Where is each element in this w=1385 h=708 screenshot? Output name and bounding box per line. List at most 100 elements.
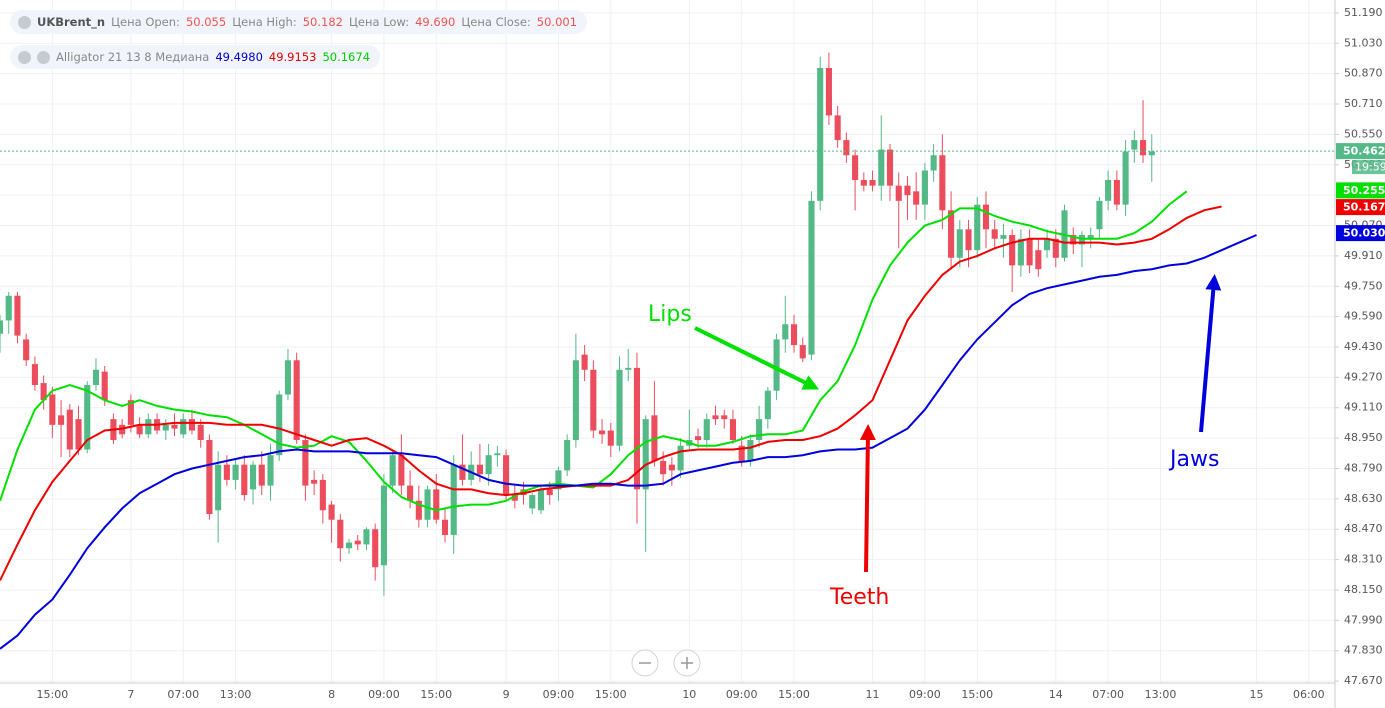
candle-body — [694, 436, 702, 441]
last-price-label-text: 50.462 — [1343, 145, 1385, 158]
candle-body — [965, 229, 972, 251]
candle-body — [1035, 250, 1042, 270]
candle-body — [380, 485, 387, 566]
candle-body — [817, 67, 824, 201]
candle-body — [1105, 179, 1112, 201]
value: 49.9153 — [268, 50, 317, 64]
candle-body — [503, 455, 510, 496]
candle-body — [869, 179, 876, 186]
candle-body — [84, 384, 91, 450]
candle-body — [136, 424, 143, 435]
y-tick-label: 47.990 — [1344, 613, 1383, 626]
value: 50.182 — [302, 15, 343, 29]
y-tick-label: 49.910 — [1344, 249, 1383, 262]
y-tick-label: 47.670 — [1344, 674, 1383, 687]
x-tick-label: 8 — [328, 688, 335, 701]
candle-body — [328, 504, 335, 520]
candle-body — [825, 67, 832, 116]
y-tick-label: 47.830 — [1344, 644, 1383, 657]
candle-body — [485, 455, 492, 475]
y-tick-label: 49.430 — [1344, 340, 1383, 353]
candle-body — [616, 369, 623, 446]
candle-body — [293, 360, 300, 441]
candle-body — [424, 489, 431, 520]
candle-body — [991, 229, 998, 239]
indicator-line — [0, 190, 1188, 512]
x-tick-label: 07:00 — [1092, 688, 1124, 701]
candle-body — [712, 415, 719, 420]
candle-body — [58, 415, 65, 425]
candle-body — [302, 440, 309, 486]
label: Цена Low: — [348, 15, 410, 29]
candle-body — [162, 424, 169, 431]
last-price-label — [1336, 143, 1385, 160]
candle-body — [363, 529, 370, 545]
candle-body — [476, 464, 483, 475]
candle-body — [284, 360, 291, 395]
candle-body — [145, 419, 152, 435]
value: 50.055 — [185, 15, 227, 29]
candle-body — [607, 430, 614, 446]
candle-body — [878, 149, 885, 186]
candle-body — [241, 464, 248, 496]
candle-body — [1052, 238, 1059, 258]
indicator-line — [0, 234, 1257, 650]
candle-body — [0, 320, 4, 334]
label: Цена High: — [232, 15, 297, 29]
candle-body — [319, 479, 326, 511]
candle-body — [1096, 200, 1103, 230]
arrow — [1199, 274, 1222, 433]
value: 49.4980 — [215, 50, 263, 64]
y-tick-label: 48.790 — [1344, 461, 1383, 474]
candle-body — [747, 440, 754, 461]
x-tick-label: 09:00 — [368, 688, 400, 701]
candle-body — [546, 489, 553, 496]
candle-body — [75, 419, 82, 450]
x-tick-label: 10 — [682, 688, 696, 701]
candle-body — [389, 455, 396, 486]
symbol-legend: UKBrent_n Цена Open: 50.055 Цена High: 50.… — [10, 10, 588, 34]
candle-body — [895, 185, 902, 201]
x-tick-label: 09:00 — [726, 688, 758, 701]
candle-body — [258, 464, 265, 486]
candle-body — [729, 419, 736, 441]
candle-body — [1070, 235, 1077, 245]
annotation: Teeth — [829, 585, 889, 610]
candle-body — [668, 464, 675, 471]
line-price-label-text: 50.030 — [1343, 227, 1385, 240]
candle-body — [450, 464, 457, 535]
candle-body — [127, 400, 134, 425]
x-tick-label: 15:00 — [595, 688, 627, 701]
candle-body — [852, 155, 859, 180]
candle-body — [1131, 140, 1138, 150]
y-tick-label: 48.950 — [1344, 431, 1383, 444]
candle-body — [572, 360, 579, 441]
candle-body — [232, 464, 239, 480]
candle-body — [66, 409, 73, 450]
value: 50.001 — [536, 15, 578, 29]
y-tick-label: 48.310 — [1344, 553, 1383, 566]
candle-body — [886, 149, 894, 186]
candle-body — [40, 383, 47, 401]
candle-body — [197, 424, 204, 441]
candle-body — [948, 210, 955, 258]
candle-body — [49, 394, 56, 425]
candle-body — [537, 489, 545, 511]
y-tick-label: 50.550 — [1344, 127, 1383, 140]
candle-body — [660, 460, 667, 475]
arrow — [859, 424, 876, 573]
candle-body — [494, 453, 501, 456]
x-tick-label: 09:00 — [543, 688, 575, 701]
x-tick-label: 7 — [127, 688, 134, 701]
indicator-line — [0, 205, 1222, 581]
settings-icon[interactable] — [18, 15, 31, 29]
arrow — [694, 326, 820, 390]
x-tick-label: 15 — [1249, 688, 1263, 701]
candle-body — [398, 455, 405, 486]
candle-body — [773, 339, 780, 391]
remove-icon[interactable] — [18, 50, 31, 64]
settings-icon[interactable] — [37, 50, 50, 64]
